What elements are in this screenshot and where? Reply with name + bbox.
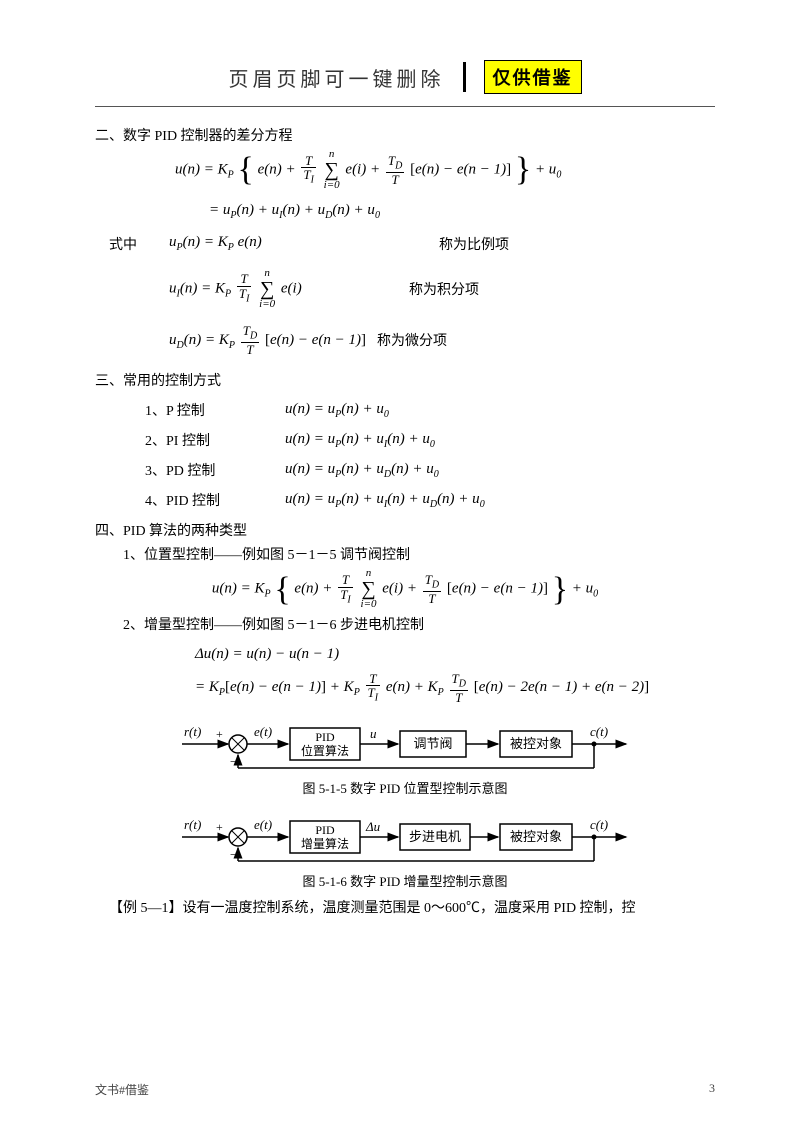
d2-u: Δu: [365, 819, 381, 834]
control-pid: 4、PID 控制 u(n) = uP(n) + uI(n) + uD(n) + …: [145, 490, 715, 510]
svg-text:+: +: [216, 727, 223, 741]
caption-516: 图 5-1-6 数字 PID 增量型控制示意图: [95, 871, 715, 890]
d1-b1l1: PID: [315, 730, 335, 744]
d1-b2: 调节阀: [413, 736, 452, 751]
section-2-title: 二、数字 PID 控制器的差分方程: [95, 125, 715, 145]
d2-b1l2: 增量算法: [301, 836, 349, 851]
sub4-1: 1、位置型控制――例如图 5－1－5 调节阀控制: [123, 544, 715, 564]
control-pid-label: 4、PID 控制: [145, 490, 285, 510]
control-p-eq: u(n) = uP(n) + u0: [285, 401, 389, 420]
term-d-desc: 称为微分项: [377, 330, 447, 350]
diagram-516: r(t) + − e(t) PID 增量算法 Δu 步进电机 被控对象 c(t): [180, 809, 630, 867]
section-3-title: 三、常用的控制方式: [95, 370, 715, 390]
d2-r: r(t): [184, 817, 201, 832]
d1-c: c(t): [590, 724, 608, 739]
svg-text:−: −: [230, 847, 237, 862]
control-pi-label: 2、PI 控制: [145, 430, 285, 450]
control-pi: 2、PI 控制 u(n) = uP(n) + uI(n) + u0: [145, 430, 715, 450]
svg-text:−: −: [230, 754, 237, 769]
term-p-desc: 称为比例项: [439, 234, 509, 254]
control-pd-label: 3、PD 控制: [145, 460, 285, 480]
term-p-eq: uP(n) = KP e(n): [169, 234, 369, 253]
term-i-desc: 称为积分项: [409, 279, 479, 299]
d1-r: r(t): [184, 724, 201, 739]
d1-b1l2: 位置算法: [301, 743, 349, 758]
d2-b1l1: PID: [315, 823, 335, 837]
term-i-eq: uI(n) = KP TTI n∑i=0 e(i): [169, 268, 369, 310]
header-text: 页眉页脚可一键删除: [229, 63, 445, 92]
control-p-label: 1、P 控制: [145, 400, 285, 420]
d2-b2: 步进电机: [409, 829, 461, 844]
control-pd: 3、PD 控制 u(n) = uP(n) + uD(n) + u0: [145, 460, 715, 480]
term-d-eq: uD(n) = KP TDT [e(n) − e(n − 1)]: [169, 324, 369, 357]
header-divider: [463, 62, 466, 92]
control-p: 1、P 控制 u(n) = uP(n) + u0: [145, 400, 715, 420]
eq-main: u(n) = KP { e(n) + TTI n∑i=0 e(i) + TDT …: [175, 149, 715, 228]
eq-position: u(n) = KP { e(n) + TTI n∑i=0 e(i) + TDT …: [95, 568, 715, 610]
svg-text:+: +: [216, 820, 223, 834]
term-d-row: uD(n) = KP TDT [e(n) − e(n − 1)] 称为微分项: [109, 324, 715, 357]
header-rule: [95, 106, 715, 107]
d2-c: c(t): [590, 817, 608, 832]
control-pi-eq: u(n) = uP(n) + uI(n) + u0: [285, 431, 435, 450]
d1-u: u: [370, 726, 377, 741]
footer-left: 文书#借鉴: [95, 1081, 149, 1098]
control-pd-eq: u(n) = uP(n) + uD(n) + u0: [285, 461, 439, 480]
footer-page: 3: [709, 1081, 715, 1098]
diagram-515: r(t) + − e(t) PID 位置算法 u 调节阀 被控对象 c(t): [180, 716, 630, 774]
d1-e: e(t): [254, 724, 272, 739]
d2-b3: 被控对象: [510, 829, 562, 844]
where-label: 式中: [109, 234, 169, 254]
d2-e: e(t): [254, 817, 272, 832]
sub4-2: 2、增量型控制――例如图 5－1－6 步进电机控制: [123, 614, 715, 634]
control-pid-eq: u(n) = uP(n) + uI(n) + uD(n) + u0: [285, 491, 485, 510]
page-header: 页眉页脚可一键删除 仅供借鉴: [95, 60, 715, 94]
header-badge: 仅供借鉴: [484, 60, 582, 94]
section-4-title: 四、PID 算法的两种类型: [95, 520, 715, 540]
term-i-row: uI(n) = KP TTI n∑i=0 e(i) 称为积分项: [109, 268, 715, 310]
page-footer: 文书#借鉴 3: [95, 1081, 715, 1098]
example-5-1: 【例 5—1】设有一温度控制系统，温度测量范围是 0～600℃，温度采用 PID…: [109, 898, 715, 920]
term-p-row: 式中 uP(n) = KP e(n) 称为比例项: [109, 234, 715, 254]
d1-b3: 被控对象: [510, 736, 562, 751]
eq-delta: Δu(n) = u(n) − u(n − 1) = KP[e(n) − e(n …: [195, 638, 715, 704]
caption-515: 图 5-1-5 数字 PID 位置型控制示意图: [95, 778, 715, 797]
